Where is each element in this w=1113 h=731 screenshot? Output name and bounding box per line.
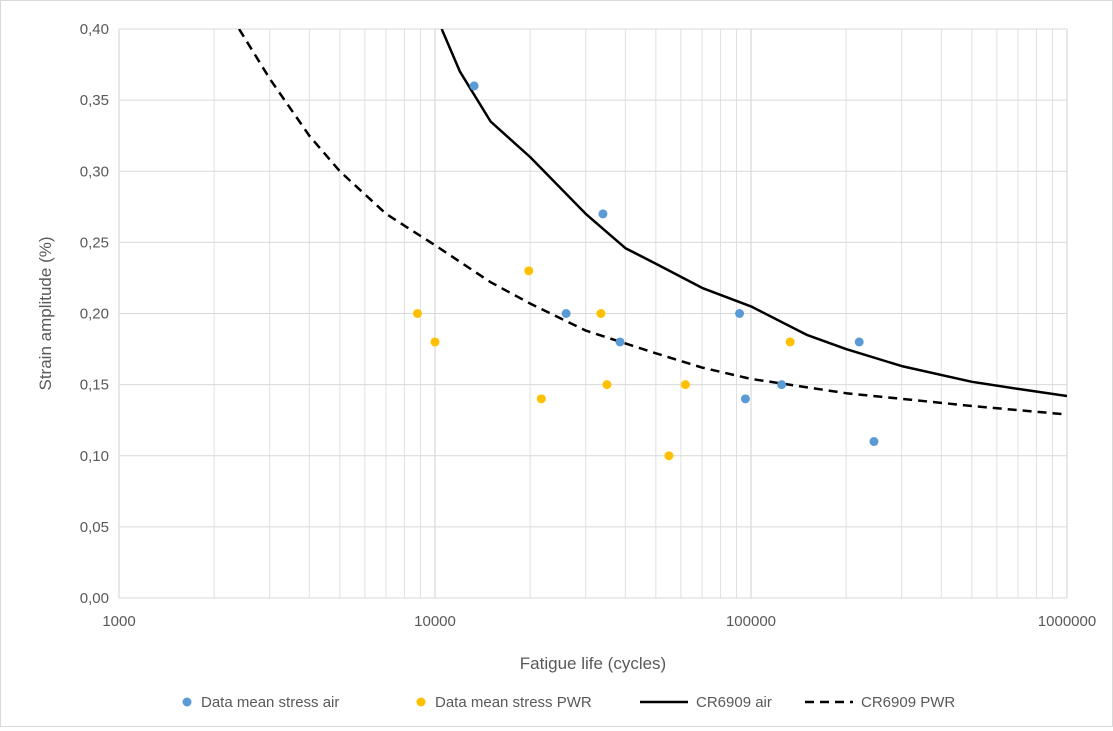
cr6909-air-curve [440,29,1067,398]
y-axis-title: Strain amplitude (%) [36,236,55,390]
x-tick-label: 1000 [102,613,135,630]
data-mean-stress-air-point [615,337,625,347]
data-mean-stress-air-point [777,380,787,390]
legend-label: CR6909 air [696,694,772,711]
data-mean-stress-pwr-point [430,337,440,347]
legend-label: Data mean stress PWR [435,694,592,711]
legend-item-cr6909-air: CR6909 air [640,694,772,711]
x-tick-label: 1000000 [1038,613,1096,630]
legend-item-data-mean-stress-pwr: Data mean stress PWR [416,694,592,711]
y-tick-label: 0,00 [80,590,109,607]
data-mean-stress-pwr-point [785,337,795,347]
legend-label: Data mean stress air [201,694,339,711]
y-tick-label: 0,35 [80,92,109,109]
data-mean-stress-pwr-point [664,451,674,461]
data-mean-stress-air-point [869,437,879,447]
y-tick-label: 0,20 [80,306,109,323]
y-tick-label: 0,15 [80,377,109,394]
data-mean-stress-air-point [598,209,608,219]
y-tick-label: 0,10 [80,448,109,465]
legend-item-data-mean-stress-air: Data mean stress air [182,694,339,711]
data-mean-stress-pwr-point [596,309,606,318]
data-mean-stress-air-point [854,337,864,347]
data-mean-stress-pwr-point [524,266,534,276]
x-tick-label: 100000 [726,613,776,630]
series [238,29,1067,461]
y-tick-label: 0,05 [80,519,109,536]
y-tick-label: 0,30 [80,163,109,180]
data-mean-stress-pwr-point [412,309,422,318]
y-tick-label: 0,25 [80,234,109,251]
legend-item-cr6909-pwr: CR6909 PWR [805,694,955,711]
data-mean-stress-air-point [735,309,745,318]
legend: Data mean stress air Data mean stress PWR… [182,694,955,711]
y-tick-label: 0,40 [80,21,109,38]
cr6909-pwr-curve [238,29,1067,416]
data-mean-stress-pwr-point [536,394,546,404]
data-mean-stress-pwr-point [680,380,690,390]
legend-marker [182,697,192,707]
data-mean-stress-air-point [740,394,750,404]
data-mean-stress-pwr-point [602,380,612,390]
data-mean-stress-air-point [469,81,479,91]
legend-marker [416,697,426,707]
legend-label: CR6909 PWR [861,694,955,711]
axes: 0,00 0,05 0,10 0,15 0,20 0,25 0,30 0,35 0,40 1000… [80,21,1096,630]
grid [118,28,1068,599]
data-mean-stress-air-point [561,309,571,318]
x-tick-label: 10000 [414,613,456,630]
x-axis-title: Fatigue life (cycles) [520,654,666,673]
